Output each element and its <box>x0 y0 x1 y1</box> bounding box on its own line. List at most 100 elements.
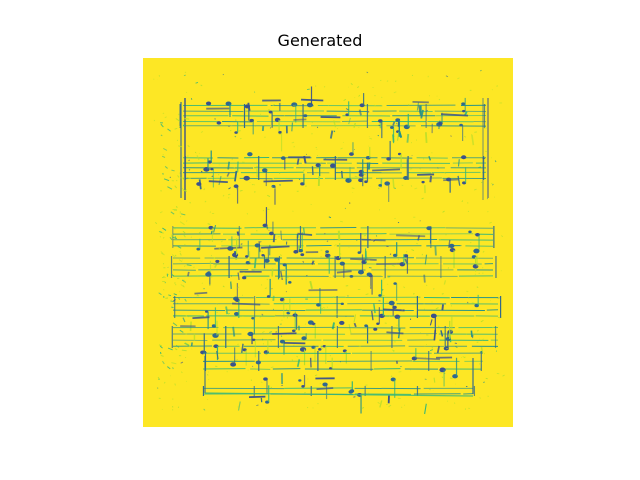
generated-sheet-music-image <box>143 58 513 427</box>
speckle-mark <box>222 285 225 288</box>
note-mark <box>242 276 247 280</box>
noise-mark <box>227 161 230 170</box>
speckle-mark <box>473 188 477 191</box>
note-mark <box>322 345 326 348</box>
margin-mark <box>180 284 185 288</box>
note-mark <box>461 102 466 106</box>
speckle-mark <box>383 277 386 280</box>
speckle-mark <box>320 346 324 349</box>
speckle-mark <box>320 161 323 164</box>
speckle-mark <box>246 213 249 215</box>
speckle-mark <box>230 282 232 284</box>
margin-mark <box>173 293 177 296</box>
margin-mark <box>177 175 180 178</box>
noise-mark <box>232 326 236 337</box>
margin-mark <box>177 245 182 249</box>
speckle-mark <box>162 237 165 239</box>
note-mark <box>252 338 256 342</box>
speckle-mark <box>174 298 177 301</box>
speckle-mark <box>413 292 415 295</box>
note-mark <box>325 250 329 254</box>
note-mark <box>234 131 238 134</box>
speckle-mark <box>158 75 160 77</box>
noise-mark <box>424 254 428 265</box>
speckle-mark <box>387 283 389 285</box>
speckle-mark <box>159 236 162 238</box>
speckle-mark <box>442 115 445 117</box>
speckle-mark <box>373 239 376 242</box>
note-mark <box>318 348 322 351</box>
speckle-mark <box>365 293 369 295</box>
noise-mark <box>424 132 428 143</box>
noise-mark <box>404 258 408 264</box>
margin-mark <box>167 128 171 132</box>
speckle-mark <box>159 211 163 214</box>
margin-mark <box>158 292 162 296</box>
speckle-mark <box>502 374 505 377</box>
margin-mark <box>167 347 173 351</box>
speckle-mark <box>455 346 458 349</box>
note-mark <box>373 327 378 331</box>
margin-mark <box>172 367 174 370</box>
margin-mark <box>182 230 186 234</box>
noise-mark <box>237 272 240 280</box>
speckle-mark <box>367 259 369 261</box>
margin-mark <box>184 342 190 347</box>
noise-mark <box>296 359 301 368</box>
speckle-mark <box>397 258 400 261</box>
speckle-mark <box>279 254 282 256</box>
margin-mark <box>186 264 192 267</box>
noise-mark <box>225 306 229 315</box>
speckle-mark <box>389 404 392 407</box>
margin-mark <box>169 236 173 241</box>
speckle-mark <box>220 240 223 243</box>
note-mark <box>378 184 383 187</box>
speckle-mark <box>457 77 460 80</box>
note-mark <box>291 329 296 333</box>
margin-mark <box>179 291 181 293</box>
speckle-mark <box>369 137 373 140</box>
beam-mark <box>386 331 404 335</box>
beam-mark <box>297 232 313 236</box>
speckle-mark <box>270 366 274 368</box>
speckle-mark <box>358 345 361 347</box>
speckle-mark <box>439 238 442 241</box>
speckle-mark <box>340 147 343 150</box>
speckle-mark <box>212 256 216 260</box>
margin-mark <box>163 147 168 151</box>
noise-mark <box>348 323 352 334</box>
noise-mark <box>428 156 432 161</box>
speckle-mark <box>461 200 464 203</box>
beam-mark <box>261 245 290 249</box>
margin-mark <box>179 221 185 226</box>
speckle-mark <box>198 231 202 234</box>
noise-mark <box>210 230 213 235</box>
noise-mark <box>236 231 240 236</box>
speckle-mark <box>285 308 288 311</box>
speckle-mark <box>283 315 286 318</box>
speckle-mark <box>411 249 415 251</box>
speckle-mark <box>255 165 259 168</box>
speckle-mark <box>306 88 310 91</box>
speckle-mark <box>353 396 356 398</box>
speckle-mark <box>443 172 447 174</box>
note-mark <box>266 295 271 298</box>
margin-mark <box>178 259 183 263</box>
note-mark <box>357 251 361 254</box>
noise-mark <box>353 122 356 128</box>
note-mark <box>421 180 425 184</box>
speckle-mark <box>494 160 497 163</box>
speckle-mark <box>345 108 349 111</box>
speckle-mark <box>155 222 158 225</box>
note-mark <box>461 155 467 160</box>
speckle-mark <box>328 216 332 219</box>
noise-mark <box>234 170 238 182</box>
speckle-mark <box>196 294 200 297</box>
speckle-mark <box>211 175 214 178</box>
speckle-mark <box>272 103 275 107</box>
noise-mark <box>470 330 473 338</box>
note-mark <box>232 252 239 258</box>
speckle-mark <box>476 329 479 332</box>
beam-mark <box>208 180 228 183</box>
speckle-mark <box>261 250 264 253</box>
